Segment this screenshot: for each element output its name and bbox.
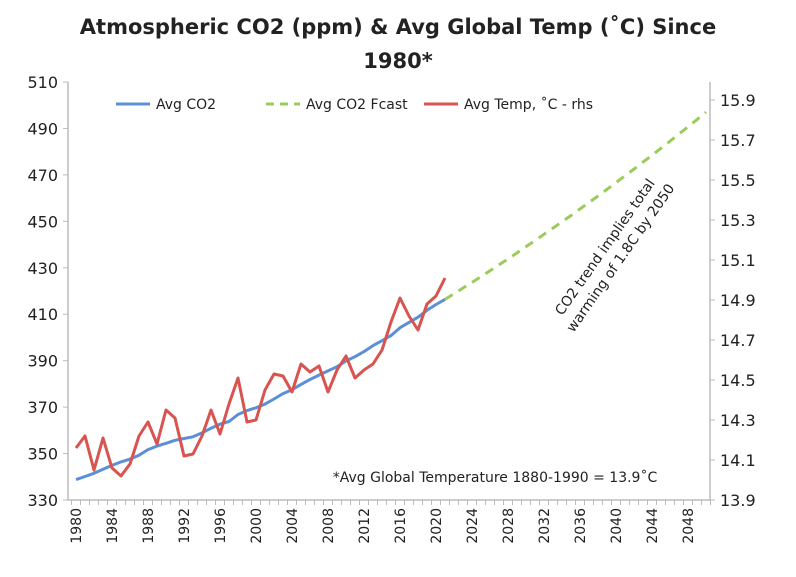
right-tick-label: 14.5 (720, 371, 756, 390)
left-tick-label: 330 (27, 491, 58, 510)
legend-label-co2: Avg CO2 (156, 97, 216, 113)
left-tick-label: 490 (27, 119, 58, 138)
legend: Avg CO2 Avg CO2 Fcast Avg Temp, ˚C - rhs (116, 96, 593, 113)
x-tick-label: 2012 (357, 508, 373, 544)
right-tick-label: 15.1 (720, 251, 756, 270)
x-tick-label: 2004 (285, 508, 301, 544)
chart-title-line-2: 1980* (363, 49, 432, 73)
x-tick-label: 2036 (573, 508, 589, 544)
right-tick-label: 14.3 (720, 411, 756, 430)
right-tick-label: 15.9 (720, 91, 756, 110)
x-tick-label: 1996 (213, 508, 229, 544)
x-tick-label: 1988 (141, 508, 157, 544)
footnote: *Avg Global Temperature 1880-1990 = 13.9… (333, 469, 658, 486)
right-tick-label: 14.1 (720, 451, 756, 470)
left-tick-label: 450 (27, 212, 58, 231)
series-group (76, 112, 706, 480)
x-tick-label: 2024 (465, 508, 481, 544)
left-tick-label: 410 (27, 305, 58, 324)
left-tick-label: 350 (27, 445, 58, 464)
left-tick-label: 390 (27, 352, 58, 371)
right-tick-label: 15.3 (720, 211, 756, 230)
left-tick-label: 470 (27, 166, 58, 185)
legend-label-fcast: Avg CO2 Fcast (306, 97, 408, 113)
trend-annotation: CO2 trend implies total warming of 1.8C … (548, 170, 678, 335)
x-tick-label: 2016 (393, 508, 409, 544)
x-tick-label: 2008 (321, 508, 337, 544)
series-line-2 (76, 278, 445, 476)
trend-annotation-line-1: CO2 trend implies total (552, 176, 658, 318)
right-tick-label: 15.5 (720, 171, 756, 190)
right-tick-label: 13.9 (720, 491, 756, 510)
legend-label-temp: Avg Temp, ˚C - rhs (464, 96, 593, 113)
right-tick-label: 14.7 (720, 331, 756, 350)
trend-annotation-line-2: warming of 1.8C by 2050 (564, 181, 679, 335)
left-tick-label: 370 (27, 398, 58, 417)
x-tick-label: 2048 (681, 508, 697, 544)
x-tick-label: 1992 (177, 508, 193, 544)
right-tick-label: 15.7 (720, 131, 756, 150)
x-tick-label: 2000 (249, 508, 265, 544)
x-tick-label: 2028 (501, 508, 517, 544)
right-tick-label: 14.9 (720, 291, 756, 310)
left-tick-label: 510 (27, 73, 58, 92)
x-tick-label: 2020 (429, 508, 445, 544)
left-tick-label: 430 (27, 259, 58, 278)
chart-title-line-1: Atmospheric CO2 (ppm) & Avg Global Temp … (80, 15, 716, 39)
x-tick-label: 2040 (609, 508, 625, 544)
x-tick-label: 2032 (537, 508, 553, 544)
x-tick-label: 1984 (105, 508, 121, 544)
x-tick-label: 2044 (645, 508, 661, 544)
x-tick-label: 1980 (69, 508, 85, 544)
